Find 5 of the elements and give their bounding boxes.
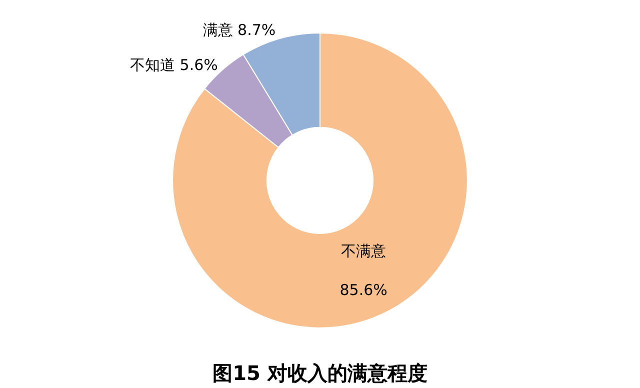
data-label: 85.6%	[340, 281, 388, 300]
text: 图15 对收入的满意程度	[212, 361, 428, 386]
slice-label: 满意 8.7%	[202, 21, 276, 40]
slice-label: 不满意	[341, 242, 386, 260]
slice-label: 不知道 5.6%	[130, 56, 218, 74]
